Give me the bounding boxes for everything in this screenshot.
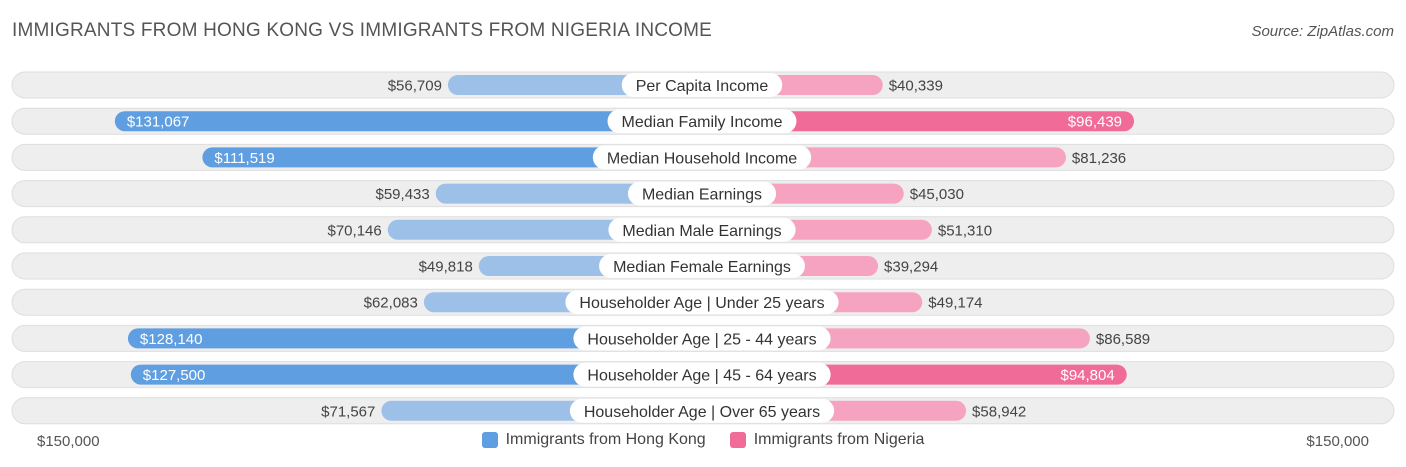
category-pill	[621, 73, 783, 97]
category-label: Median Male Earnings	[622, 223, 781, 240]
value-label-nigeria: $39,294	[884, 259, 938, 276]
value-label-nigeria: $45,030	[910, 186, 964, 203]
category-pill	[607, 109, 797, 134]
value-label-hong-kong: $127,500	[143, 367, 206, 384]
category-pill	[592, 145, 812, 170]
legend-swatch-hong-kong	[481, 432, 498, 448]
value-label-hong-kong: $128,140	[140, 331, 203, 348]
value-label-nigeria: $40,339	[889, 78, 943, 95]
category-label: Householder Age | Under 25 years	[579, 295, 824, 312]
chart-legend: Immigrants from Hong Kong Immigrants fro…	[0, 431, 1406, 449]
value-label-hong-kong: $62,083	[364, 295, 418, 312]
bar-hong-kong	[114, 111, 703, 132]
category-label: Per Capita Income	[636, 78, 769, 95]
bar-nigeria	[702, 111, 1135, 132]
category-pill	[573, 326, 831, 351]
category-label: Median Earnings	[642, 187, 762, 204]
value-label-hong-kong: $71,567	[321, 403, 375, 420]
value-label-nigeria: $86,589	[1096, 331, 1150, 348]
category-pill	[608, 217, 796, 242]
category-pill	[599, 254, 805, 278]
legend-item-nigeria: Immigrants from Nigeria	[729, 431, 925, 449]
axis-label-left: $150,000	[37, 433, 100, 450]
bar-hong-kong	[130, 364, 703, 385]
value-label-hong-kong: $131,067	[127, 114, 190, 131]
value-label-nigeria: $94,804	[1060, 367, 1114, 384]
category-label: Householder Age | Over 65 years	[584, 404, 820, 421]
chart-title: IMMIGRANTS FROM HONG KONG VS IMMIGRANTS …	[12, 20, 713, 41]
value-label-nigeria: $51,310	[938, 222, 992, 239]
value-label-hong-kong: $49,818	[419, 259, 473, 276]
legend-swatch-nigeria	[729, 432, 746, 448]
value-label-hong-kong: $59,433	[376, 186, 430, 203]
category-pill	[627, 181, 777, 206]
value-label-hong-kong: $111,519	[214, 150, 274, 167]
value-label-nigeria: $81,236	[1072, 150, 1126, 167]
chart-source: Source: ZipAtlas.com	[1251, 23, 1394, 40]
category-pill	[565, 290, 839, 315]
value-label-hong-kong: $70,146	[328, 222, 382, 239]
category-label: Householder Age | 45 - 64 years	[587, 368, 816, 385]
category-label: Householder Age | 25 - 44 years	[587, 331, 816, 348]
legend-item-hong-kong: Immigrants from Hong Kong	[481, 431, 706, 449]
value-label-nigeria: $49,174	[928, 295, 982, 312]
category-pill	[573, 362, 831, 387]
value-label-nigeria: $58,942	[972, 403, 1026, 420]
bar-hong-kong	[127, 328, 702, 349]
legend-label-nigeria: Immigrants from Nigeria	[753, 431, 925, 448]
legend-label-hong-kong: Immigrants from Hong Kong	[505, 431, 706, 448]
value-label-hong-kong: $56,709	[388, 78, 442, 95]
category-pill	[569, 398, 835, 423]
chart-plot: $56,709 $40,339 Per Capita Income $131,067 $…	[11, 71, 1395, 425]
value-label-nigeria: $96,439	[1068, 114, 1122, 131]
category-label: Median Female Earnings	[613, 259, 791, 276]
category-label: Median Family Income	[622, 114, 783, 131]
category-label: Median Household Income	[607, 150, 797, 167]
bar-hong-kong	[202, 147, 702, 168]
axis-label-right: $150,000	[1306, 433, 1369, 450]
